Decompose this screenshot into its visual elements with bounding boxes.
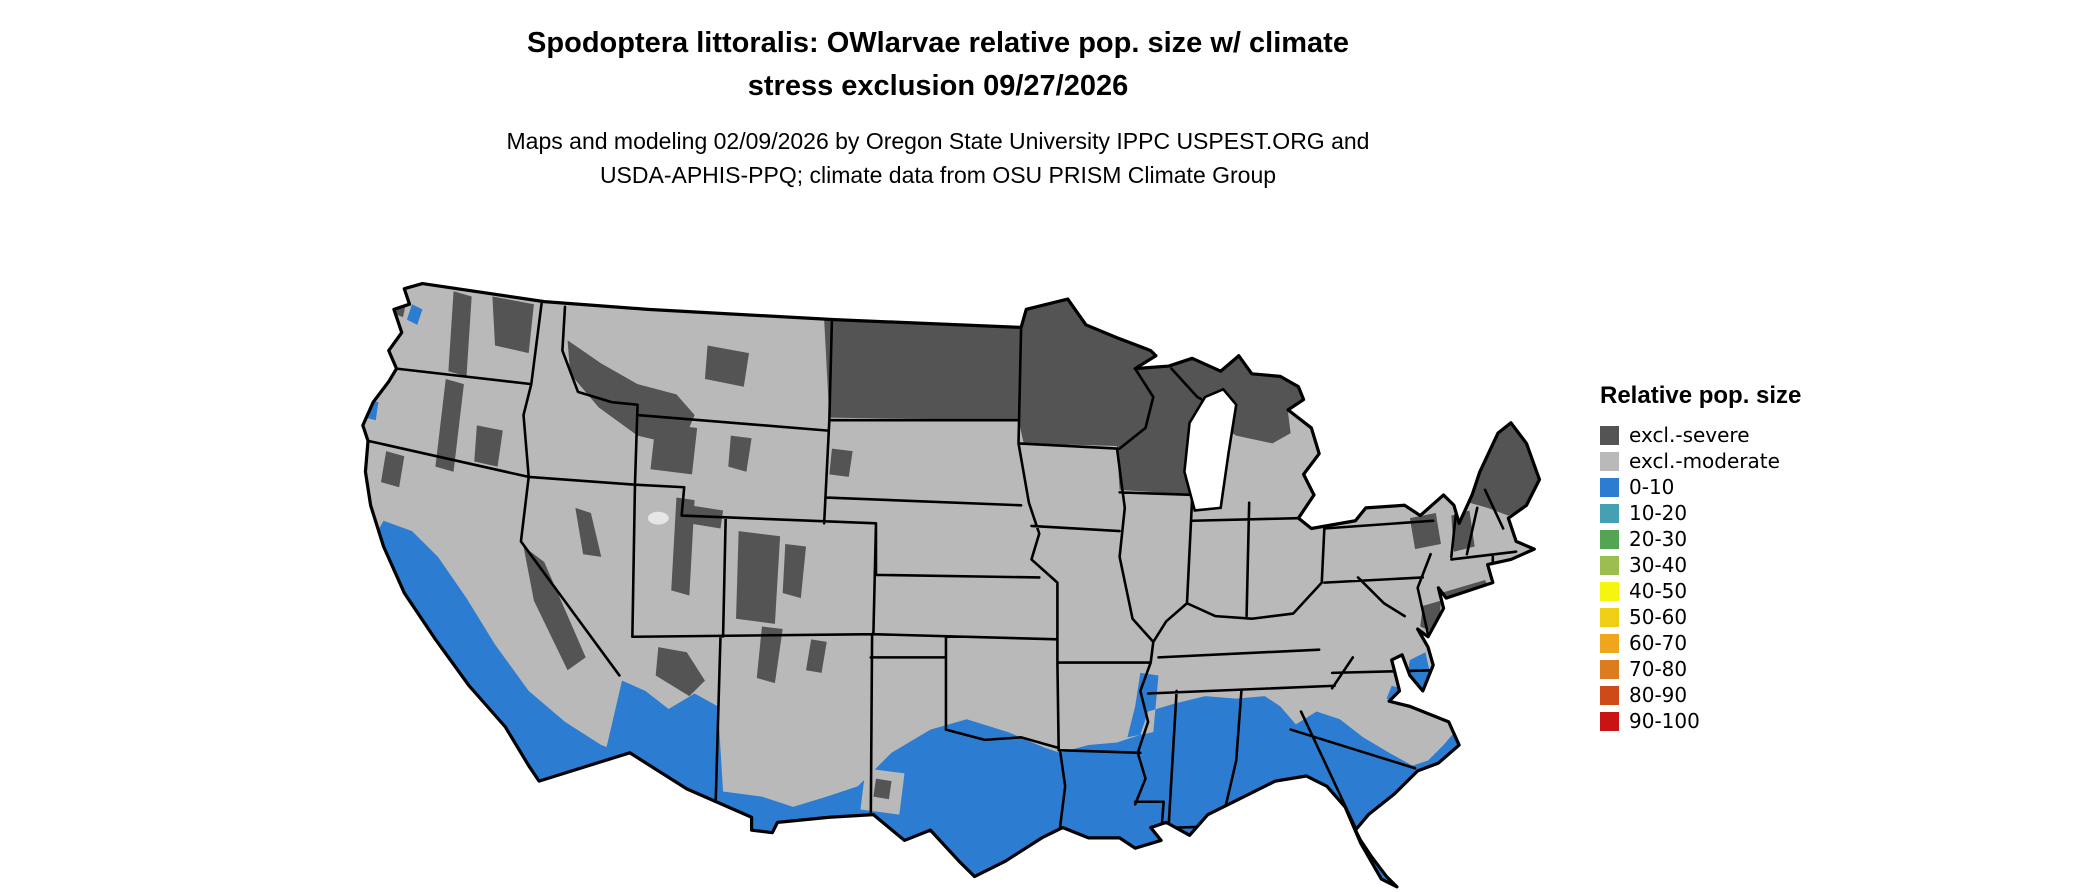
legend-label: 70-80	[1629, 657, 1688, 681]
legend-row: 90-100	[1600, 708, 1801, 734]
legend-swatch	[1600, 607, 1619, 627]
map-subtitle-line1: Maps and modeling 02/09/2026 by Oregon S…	[506, 128, 1370, 154]
legend-label: 90-100	[1629, 709, 1700, 733]
legend-swatch	[1600, 659, 1619, 679]
legend-title: Relative pop. size	[1600, 382, 1802, 409]
legend-row: 0-10	[1600, 474, 1801, 500]
map-subtitle-line2: USDA-APHIS-PPQ; climate data from OSU PR…	[599, 162, 1277, 188]
legend-swatch	[1600, 685, 1619, 705]
map-subtitle: Maps and modeling 02/09/2026 by Oregon S…	[0, 124, 1876, 192]
legend-row: 70-80	[1600, 656, 1801, 682]
map-title-line1: Spodoptera littoralis: OWlarvae relative…	[527, 27, 1349, 59]
legend-row: 20-30	[1600, 526, 1801, 552]
great-salt-lake	[647, 511, 669, 525]
us-map-svg	[361, 281, 1542, 889]
legend-swatch	[1600, 555, 1619, 575]
legend-row: excl.-moderate	[1600, 448, 1801, 474]
legend-label: 20-30	[1629, 527, 1688, 551]
legend-row: 50-60	[1600, 604, 1801, 630]
map-region-pop-0-10	[365, 304, 1517, 887]
legend-swatch	[1600, 529, 1619, 549]
legend: Relative pop. size excl.-severe excl.-mod…	[1600, 382, 1801, 734]
legend-swatch	[1600, 581, 1619, 601]
legend-row: 80-90	[1600, 682, 1801, 708]
legend-row: 10-20	[1600, 500, 1801, 526]
us-outline	[361, 281, 1542, 889]
legend-rows: excl.-severe excl.-moderate 0-10 10-20 20-30…	[1600, 422, 1801, 734]
legend-row: excl.-severe	[1600, 422, 1801, 448]
legend-label: 30-40	[1629, 553, 1688, 577]
title-block: Spodoptera littoralis: OWlarvae relative…	[0, 22, 1876, 192]
map-title-line2: stress exclusion 09/27/2026	[747, 70, 1129, 102]
legend-swatch	[1600, 425, 1619, 445]
legend-label: 40-50	[1629, 579, 1688, 603]
legend-swatch	[1600, 503, 1619, 523]
legend-swatch	[1600, 633, 1619, 653]
legend-label: 0-10	[1629, 475, 1675, 499]
legend-label: excl.-moderate	[1629, 449, 1780, 473]
legend-row: 60-70	[1600, 630, 1801, 656]
legend-swatch	[1600, 451, 1619, 471]
map-region-excl-severe-north-band	[824, 299, 1304, 495]
legend-label: 10-20	[1629, 501, 1688, 525]
legend-swatch	[1600, 477, 1619, 497]
state-borders	[366, 301, 1518, 837]
legend-label: excl.-severe	[1629, 423, 1750, 447]
legend-label: 60-70	[1629, 631, 1688, 655]
us-map	[311, 232, 1555, 892]
lake-michigan	[1183, 387, 1238, 512]
legend-label: 50-60	[1629, 605, 1688, 629]
legend-row: 30-40	[1600, 552, 1801, 578]
legend-label: 80-90	[1629, 683, 1688, 707]
legend-swatch	[1600, 711, 1619, 731]
legend-row: 40-50	[1600, 578, 1801, 604]
